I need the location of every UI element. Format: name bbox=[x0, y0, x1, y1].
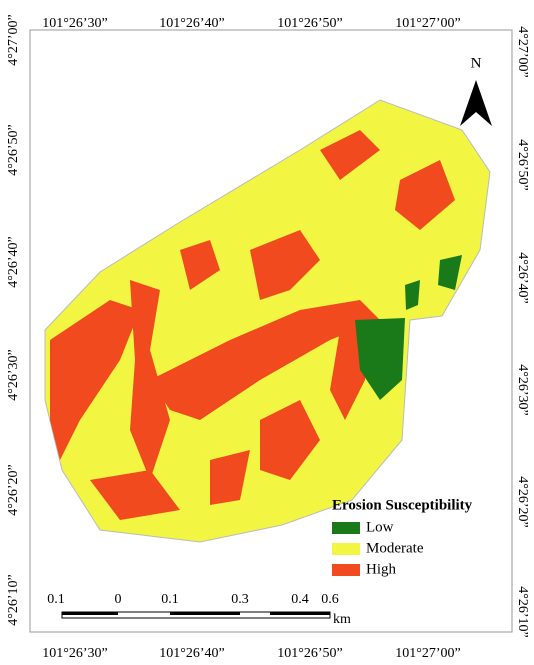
left-coordinate: 4°26’20” bbox=[6, 464, 21, 515]
scale-unit: km bbox=[333, 612, 351, 627]
left-coordinate: 4°26’10” bbox=[6, 574, 21, 625]
page: {"top_labels": ["101°26’30”", "101°26’40… bbox=[0, 0, 534, 665]
top-coordinate: 101°27’00” bbox=[395, 16, 460, 31]
bottom-coordinate: 101°26’50” bbox=[277, 646, 342, 661]
scale-label: 0 bbox=[115, 592, 122, 607]
legend-label: High bbox=[366, 561, 397, 577]
legend-label: Moderate bbox=[366, 540, 424, 556]
scale-bar bbox=[62, 612, 330, 618]
right-coordinate: 4°27’00” bbox=[515, 26, 530, 77]
scale-label: 0.3 bbox=[231, 592, 249, 607]
top-coordinate: 101°26’30” bbox=[42, 16, 107, 31]
bottom-coordinate: 101°26’30” bbox=[42, 646, 107, 661]
left-coordinate: 4°26’50” bbox=[6, 124, 21, 175]
left-coordinate: 4°27’00” bbox=[6, 14, 21, 65]
right-coordinate: 4°26’10” bbox=[515, 586, 530, 637]
right-coordinate: 4°26’40” bbox=[515, 252, 530, 303]
legend-swatch bbox=[332, 522, 360, 534]
bottom-coordinate: 101°27’00” bbox=[395, 646, 460, 661]
scale-label: 0.1 bbox=[161, 592, 179, 607]
right-coordinate: 4°26’30” bbox=[515, 364, 530, 415]
map: N 101°26’30” 101°26’40” 101°26’50” 101°27’0… bbox=[0, 0, 534, 665]
legend-title: Erosion Susceptibility bbox=[332, 497, 473, 513]
bottom-coordinate: 101°26’40” bbox=[159, 646, 224, 661]
scale-label: 0.4 bbox=[291, 592, 309, 607]
left-coordinate: 4°26’30” bbox=[6, 349, 21, 400]
legend-swatch bbox=[332, 543, 360, 555]
left-coordinate: 4°26’40” bbox=[6, 236, 21, 287]
top-coordinate: 101°26’40” bbox=[159, 16, 224, 31]
north-label: N bbox=[471, 55, 482, 71]
legend-label: Low bbox=[366, 519, 394, 535]
right-coordinate: 4°26’20” bbox=[515, 476, 530, 527]
legend-swatch bbox=[332, 564, 360, 576]
top-coordinate: 101°26’50” bbox=[277, 16, 342, 31]
scale-label: 0.1 bbox=[47, 592, 65, 607]
right-coordinate: 4°26’50” bbox=[515, 139, 530, 190]
scale-label: 0.6 bbox=[321, 592, 339, 607]
